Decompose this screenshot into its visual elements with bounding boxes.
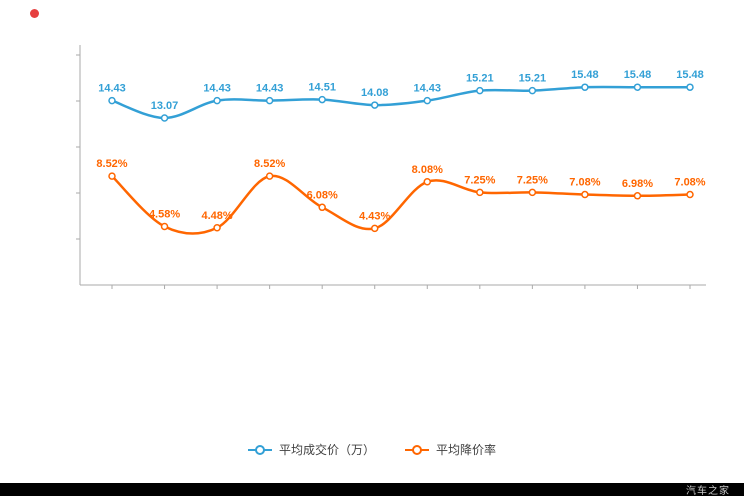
data-point [370,101,379,109]
data-label: 6.08% [307,189,338,201]
data-label: 14.43 [98,83,126,95]
legend-item-avg-price[interactable]: 平均成交价（万） [247,441,375,458]
data-label: 4.58% [149,208,180,220]
data-point [265,172,274,180]
data-point [423,96,432,105]
data-label: 13.07 [151,100,179,112]
series-line-1 [110,174,692,235]
data-point [108,172,116,180]
data-label: 8.52% [96,158,127,170]
data-label: 4.43% [359,210,390,222]
data-point [160,114,169,122]
legend-marker-blue-icon [247,448,272,451]
data-label: 15.21 [519,73,547,85]
data-label: 15.48 [624,69,652,81]
data-label: 7.08% [674,177,705,189]
data-point [686,190,694,199]
data-label: 6.98% [622,178,653,190]
data-label: 7.08% [569,177,600,189]
chart-legend: 平均成交价（万） 平均降价率 [0,441,744,458]
legend-label-avg-discount: 平均降价率 [436,443,497,457]
data-point [633,192,642,200]
data-point [370,224,379,233]
data-point [528,86,537,95]
data-label: 15.48 [676,69,704,81]
data-point [423,178,432,186]
data-point [581,190,589,199]
data-point [633,83,642,91]
legend-item-avg-discount[interactable]: 平均降价率 [405,441,496,458]
data-label: 14.43 [414,83,442,95]
legend-marker-orange-icon [405,448,429,451]
data-label: 15.21 [466,73,494,85]
data-point [213,224,221,232]
data-point [265,96,274,105]
data-label: 14.43 [256,83,284,95]
data-label: 7.25% [517,174,548,186]
footer-bar: 汽车之家 [0,483,744,496]
data-point [581,83,589,91]
data-label: 4.48% [201,210,232,222]
data-point [318,95,326,104]
data-label: 15.48 [571,69,599,81]
data-point [160,222,169,231]
data-point [528,188,537,197]
data-label: 8.08% [412,164,443,176]
data-point [108,96,116,105]
data-label: 14.43 [203,83,231,95]
line-chart: 14.43 13.07 14.43 14.43 14.51 14.08 14.43 15.21… [76,45,706,289]
data-point [318,203,326,212]
watermark-text: 汽车之家 [686,486,730,496]
data-label: 14.08 [361,87,389,99]
data-point [213,96,221,105]
red-dot [30,9,39,18]
data-label: 14.51 [308,82,336,94]
data-point [476,86,484,95]
data-label: 7.25% [464,174,495,186]
data-point [476,188,484,197]
legend-label-avg-price: 平均成交价（万） [278,443,375,457]
series-line-0 [110,85,692,120]
data-point [686,83,694,91]
data-label: 8.52% [254,158,285,170]
